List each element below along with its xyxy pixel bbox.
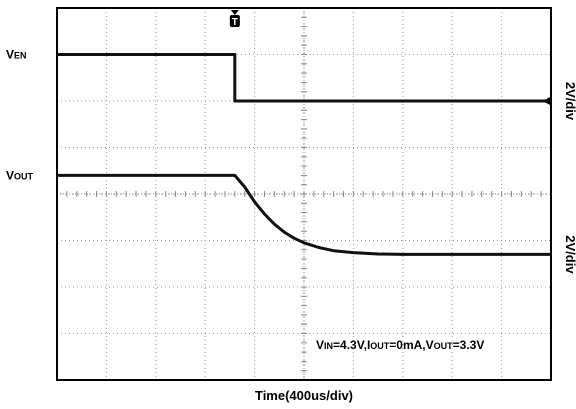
channel-label-ven: VEN — [6, 48, 27, 62]
conditions-annotation: VIN=4.3V,IOUT=0mA,VOUT=3.3V — [316, 338, 484, 352]
scale-label-ven: 2V/div — [563, 82, 576, 121]
grid — [56, 7, 552, 381]
traces — [57, 53, 551, 256]
plot-frame — [56, 7, 552, 381]
trigger-label: T — [232, 17, 238, 28]
scale-label-vout: 2V/div — [563, 235, 576, 274]
trace-ven — [57, 53, 551, 103]
x-axis-label: Time(400us/div) — [255, 388, 353, 403]
channel-label-vout: VOUT — [6, 168, 34, 182]
labels: VEN 2V/div VOUT 2V/div T VIN=4.3V,IOUT=0mA,VO… — [6, 10, 576, 352]
ground-marker-ven — [543, 97, 550, 105]
trigger-marker: T — [229, 10, 240, 28]
trace-vout — [57, 173, 551, 256]
